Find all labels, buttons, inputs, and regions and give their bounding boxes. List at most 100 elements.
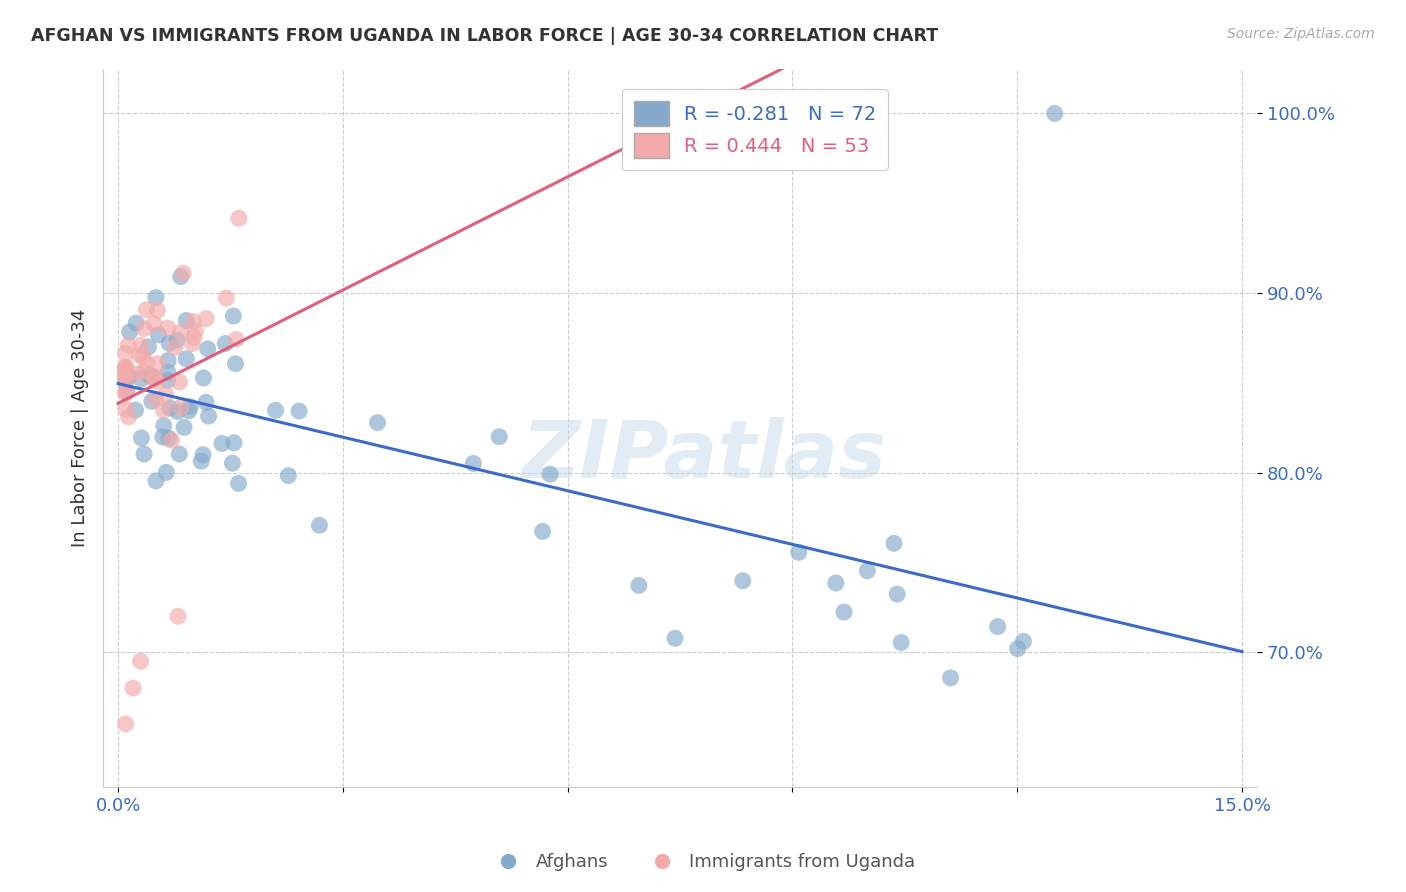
Point: [141, 394, 163, 409]
Point: [176, 351, 198, 366]
Point: [129, 654, 152, 668]
Y-axis label: In Labor Force | Age 30-34: In Labor Force | Age 30-34: [72, 309, 89, 547]
Point: [146, 357, 169, 371]
Point: [156, 321, 179, 335]
Point: [155, 466, 177, 480]
Point: [197, 342, 219, 356]
Point: [114, 386, 136, 401]
Point: [488, 430, 510, 444]
Point: [169, 375, 191, 389]
Point: [160, 434, 183, 448]
Point: [277, 468, 299, 483]
Point: [135, 302, 157, 317]
Point: [145, 474, 167, 488]
Point: [886, 587, 908, 601]
Point: [191, 448, 214, 462]
Point: [114, 368, 136, 383]
Point: [145, 392, 167, 407]
Point: [114, 384, 136, 399]
Point: [132, 447, 155, 461]
Point: [115, 384, 138, 399]
Point: [731, 574, 754, 588]
Point: [183, 330, 205, 344]
Legend: R = -0.281   N = 72, R = 0.444   N = 53: R = -0.281 N = 72, R = 0.444 N = 53: [621, 89, 889, 170]
Point: [145, 291, 167, 305]
Point: [190, 454, 212, 468]
Point: [627, 578, 650, 592]
Point: [825, 576, 848, 591]
Point: [141, 369, 163, 384]
Point: [463, 457, 485, 471]
Point: [195, 311, 218, 326]
Point: [152, 403, 174, 417]
Point: [264, 403, 287, 417]
Point: [883, 536, 905, 550]
Point: [173, 420, 195, 434]
Point: [169, 325, 191, 339]
Point: [125, 367, 148, 381]
Point: [129, 372, 152, 386]
Point: [118, 325, 141, 339]
Point: [118, 368, 141, 383]
Point: [193, 371, 215, 385]
Point: [621, 106, 644, 120]
Point: [167, 609, 190, 624]
Point: [288, 404, 311, 418]
Point: [128, 348, 150, 362]
Point: [142, 371, 165, 385]
Point: [138, 340, 160, 354]
Point: [157, 353, 180, 368]
Point: [159, 401, 181, 415]
Point: [114, 360, 136, 375]
Point: [157, 336, 180, 351]
Point: [145, 374, 167, 388]
Point: [222, 309, 245, 323]
Point: [538, 467, 561, 482]
Point: [125, 316, 148, 330]
Point: [117, 409, 139, 424]
Point: [890, 635, 912, 649]
Point: [214, 336, 236, 351]
Point: [114, 717, 136, 731]
Point: [308, 518, 330, 533]
Text: ZIPatlas: ZIPatlas: [520, 417, 886, 495]
Point: [703, 106, 725, 120]
Legend: Afghans, Immigrants from Uganda: Afghans, Immigrants from Uganda: [484, 847, 922, 879]
Point: [155, 387, 177, 401]
Point: [664, 632, 686, 646]
Point: [531, 524, 554, 539]
Point: [172, 266, 194, 280]
Point: [132, 365, 155, 379]
Point: [856, 564, 879, 578]
Point: [114, 346, 136, 360]
Point: [156, 365, 179, 379]
Point: [179, 400, 201, 414]
Point: [367, 416, 389, 430]
Point: [1043, 106, 1066, 120]
Point: [170, 401, 193, 415]
Point: [169, 447, 191, 461]
Point: [780, 106, 803, 120]
Point: [114, 365, 136, 379]
Point: [114, 375, 136, 389]
Point: [939, 671, 962, 685]
Point: [166, 404, 188, 418]
Point: [225, 332, 247, 346]
Point: [152, 418, 174, 433]
Point: [225, 357, 247, 371]
Point: [129, 338, 152, 352]
Point: [152, 430, 174, 444]
Point: [124, 403, 146, 417]
Point: [222, 435, 245, 450]
Point: [135, 356, 157, 370]
Point: [197, 409, 219, 424]
Point: [142, 370, 165, 384]
Point: [163, 341, 186, 355]
Point: [134, 321, 156, 335]
Point: [138, 368, 160, 383]
Point: [787, 545, 810, 559]
Text: Source: ZipAtlas.com: Source: ZipAtlas.com: [1227, 27, 1375, 41]
Point: [176, 313, 198, 327]
Point: [228, 476, 250, 491]
Point: [157, 431, 180, 445]
